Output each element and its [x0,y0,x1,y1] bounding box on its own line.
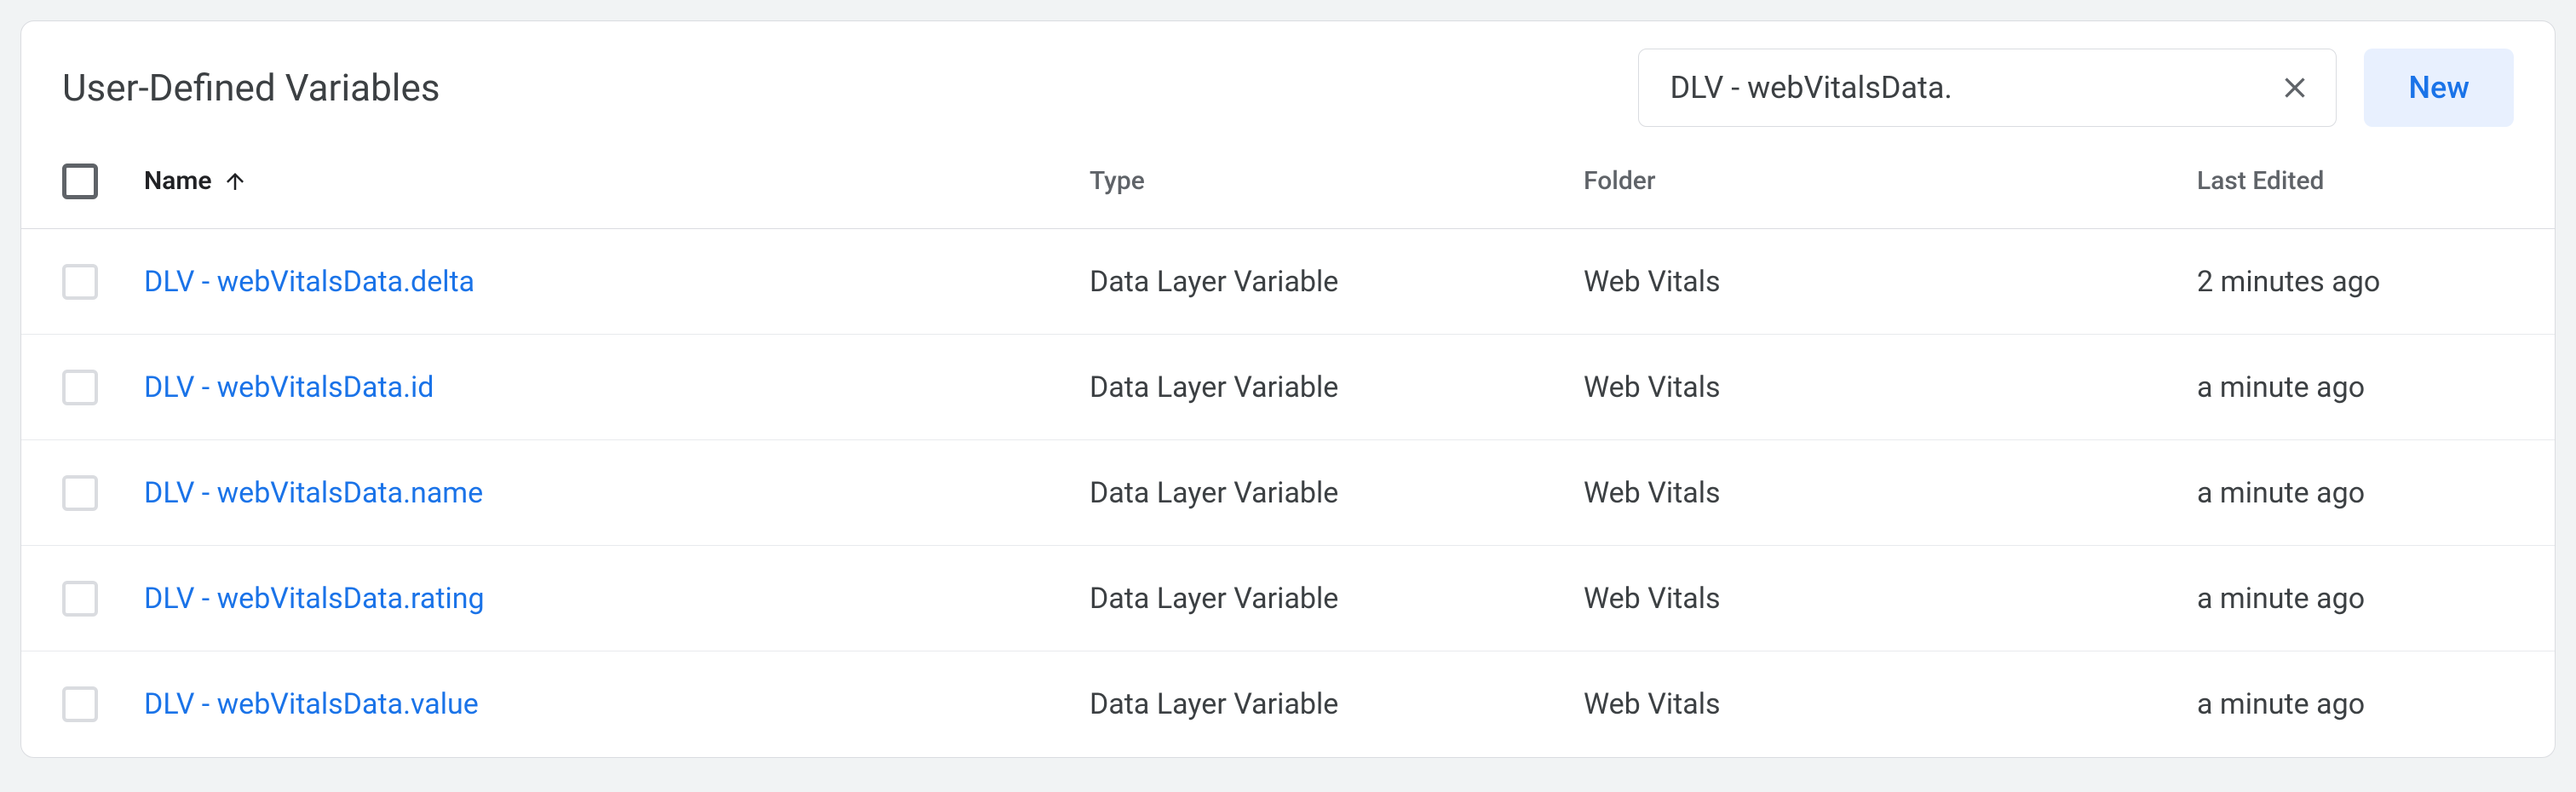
variable-type: Data Layer Variable [1090,582,1584,616]
variable-type: Data Layer Variable [1090,265,1584,299]
search-box[interactable] [1638,49,2337,127]
variable-folder: Web Vitals [1584,687,2197,721]
select-all-checkbox[interactable] [62,164,98,199]
row-checkbox[interactable] [62,264,98,300]
clear-search-icon[interactable] [2278,71,2312,105]
row-checkbox[interactable] [62,475,98,511]
table-row: DLV - webVitalsData.value Data Layer Vari… [21,651,2555,757]
panel-header: User-Defined Variables New [21,21,2555,127]
row-checkbox[interactable] [62,370,98,405]
new-variable-button[interactable]: New [2364,49,2514,127]
variables-table: Name Type Folder Last Edited DLV - webVi… [21,158,2555,757]
row-checkbox[interactable] [62,686,98,722]
variable-last-edited: a minute ago [2197,582,2514,616]
column-header-type-label: Type [1090,166,1145,196]
table-row: DLV - webVitalsData.rating Data Layer Var… [21,546,2555,651]
variable-name-link[interactable]: DLV - webVitalsData.delta [144,265,474,299]
variable-last-edited: a minute ago [2197,476,2514,510]
variable-name-link[interactable]: DLV - webVitalsData.rating [144,582,485,616]
variable-folder: Web Vitals [1584,582,2197,616]
sort-ascending-icon [222,169,248,194]
row-checkbox[interactable] [62,581,98,617]
table-row: DLV - webVitalsData.name Data Layer Varia… [21,440,2555,546]
panel-title: User-Defined Variables [62,66,440,110]
variable-name-link[interactable]: DLV - webVitalsData.id [144,370,434,405]
variable-folder: Web Vitals [1584,370,2197,405]
table-header-row: Name Type Folder Last Edited [21,158,2555,229]
variable-last-edited: a minute ago [2197,687,2514,721]
variable-type: Data Layer Variable [1090,370,1584,405]
variable-type: Data Layer Variable [1090,476,1584,510]
variable-folder: Web Vitals [1584,265,2197,299]
table-row: DLV - webVitalsData.id Data Layer Variabl… [21,335,2555,440]
column-header-type[interactable]: Type [1090,166,1584,196]
column-header-folder[interactable]: Folder [1584,166,2197,196]
variable-name-link[interactable]: DLV - webVitalsData.value [144,687,479,721]
table-body: DLV - webVitalsData.delta Data Layer Vari… [21,229,2555,757]
variable-last-edited: a minute ago [2197,370,2514,405]
variable-folder: Web Vitals [1584,476,2197,510]
column-header-folder-label: Folder [1584,166,1655,196]
column-header-last-edited-label: Last Edited [2197,166,2324,196]
user-defined-variables-panel: User-Defined Variables New Name [20,20,2556,758]
column-header-name[interactable]: Name [144,166,1090,196]
variable-type: Data Layer Variable [1090,687,1584,721]
search-input[interactable] [1670,70,2278,106]
variable-name-link[interactable]: DLV - webVitalsData.name [144,476,483,510]
column-header-name-label: Name [144,166,212,196]
variable-last-edited: 2 minutes ago [2197,265,2514,299]
column-header-last-edited[interactable]: Last Edited [2197,166,2514,196]
table-row: DLV - webVitalsData.delta Data Layer Vari… [21,229,2555,335]
